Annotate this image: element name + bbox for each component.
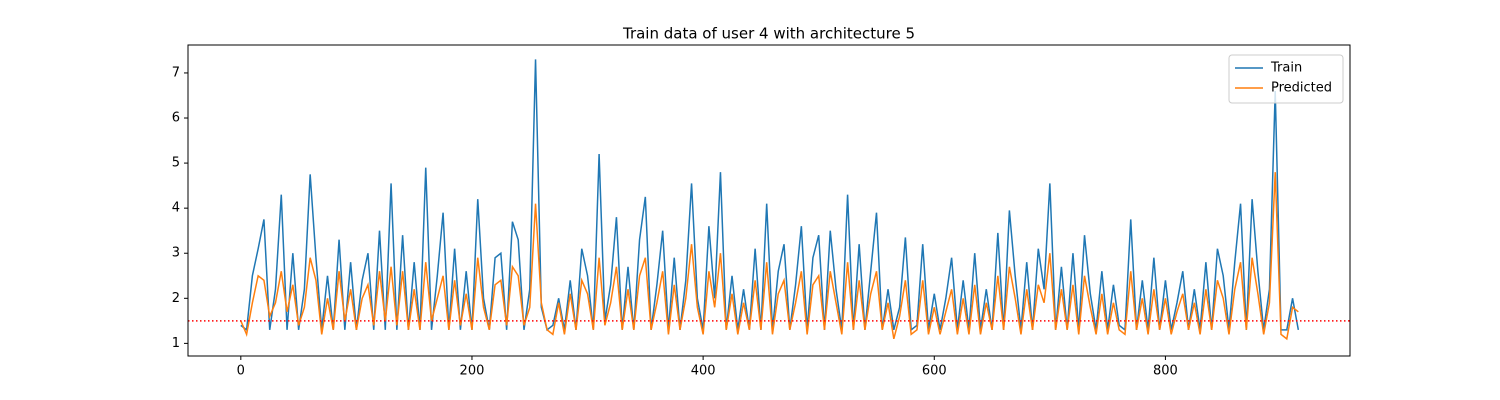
x-tick-label: 200: [460, 364, 485, 379]
y-tick-label: 1: [172, 336, 180, 351]
x-tick-label: 800: [1153, 364, 1178, 379]
y-tick-label: 2: [172, 291, 180, 306]
x-tick-label: 400: [691, 364, 716, 379]
y-tick-label: 7: [172, 65, 180, 80]
line-series: [240, 59, 1300, 332]
legend-label: Predicted: [1271, 81, 1332, 96]
x-tick-label: 600: [922, 364, 947, 379]
y-tick-label: 4: [172, 201, 180, 216]
line-series: [240, 172, 1299, 341]
x-tick-label: 0: [237, 364, 245, 379]
legend-box: [1228, 54, 1344, 104]
y-tick-label: 5: [172, 156, 180, 171]
chart-title: Train data of user 4 with architecture 5: [622, 25, 915, 43]
y-tick-label: 6: [172, 111, 180, 126]
y-tick-label: 3: [172, 246, 180, 261]
legend-label: Train: [1270, 61, 1302, 76]
plot-frame: [187, 44, 1351, 357]
